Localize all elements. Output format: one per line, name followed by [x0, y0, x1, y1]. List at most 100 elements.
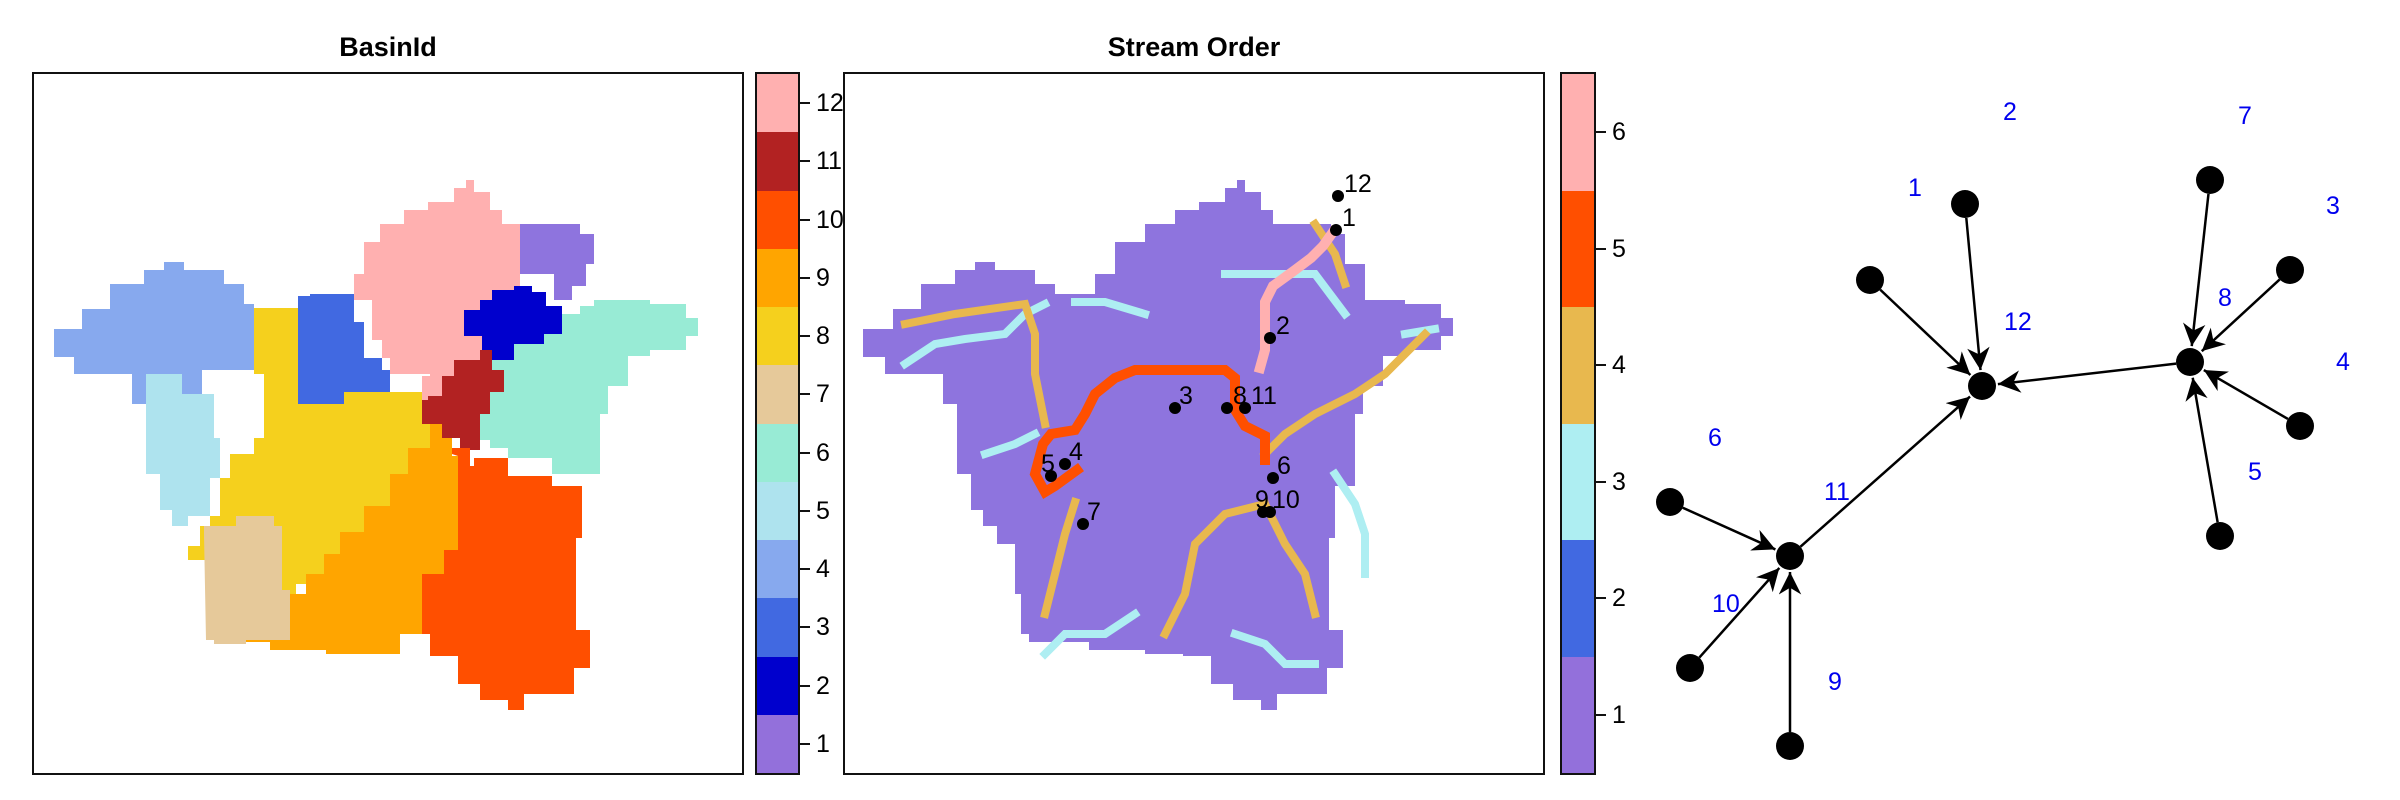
graph-node [1968, 372, 1996, 400]
basin-region-7 [520, 224, 594, 300]
stream-colorbar-tick [1596, 247, 1606, 250]
stream-colorbar-tick [1596, 597, 1606, 600]
basin-colorbar-swatch [757, 423, 798, 482]
outlet-point [1267, 472, 1279, 484]
basin-colorbar-label: 12 [816, 89, 844, 118]
stream-colorbar-tick [1596, 480, 1606, 483]
basin-colorbar-label: 7 [816, 380, 830, 409]
graph-edge [1682, 506, 1776, 551]
graph-node-label: 3 [2326, 192, 2340, 220]
graph-edge [2203, 368, 2289, 421]
graph-edge [1698, 567, 1781, 659]
graph-edge [1879, 288, 1972, 376]
stream-order-4 [1159, 499, 1270, 640]
basin-colorbar [755, 72, 800, 775]
stream-colorbar-swatch [1562, 423, 1594, 540]
outlet-label: 2 [1276, 312, 1290, 340]
basin-colorbar-label: 3 [816, 613, 830, 642]
stream-colorbar [1560, 72, 1596, 775]
basin-region-11 [422, 350, 504, 466]
stream-colorbar-label: 2 [1612, 584, 1626, 613]
basin-colorbar-label: 9 [816, 263, 830, 292]
outlet-label: 1 [1342, 204, 1356, 232]
basin-colorbar-tick [800, 393, 810, 396]
basin-region-2 [464, 286, 562, 370]
basin-colorbar-tick [800, 102, 810, 105]
stream-colorbar-tick [1596, 364, 1606, 367]
basin-colorbar-label: 5 [816, 496, 830, 525]
basin-colorbar-label: 11 [816, 147, 842, 176]
basin-region-12 [354, 180, 520, 418]
graph-node-label: 9 [1828, 668, 1842, 696]
outlet-point [1077, 518, 1089, 530]
stream-order-3 [1329, 468, 1369, 578]
stream-order-3 [1071, 298, 1150, 319]
basin-colorbar-swatch [757, 714, 798, 773]
outlet-label: 5 [1041, 450, 1055, 478]
graph-node [1776, 542, 1804, 570]
basin-colorbar-swatch [757, 481, 798, 540]
stream-colorbar-label: 4 [1612, 351, 1626, 380]
stream-colorbar-label: 6 [1612, 118, 1626, 147]
graph-edge [2200, 278, 2281, 353]
graph-node [2176, 348, 2204, 376]
basin-colorbar-tick [800, 276, 810, 279]
outlet-point [1045, 470, 1057, 482]
stream-network [899, 218, 1440, 668]
outlet-point [1221, 402, 1233, 414]
basin-colorbar-swatch [757, 539, 798, 599]
basin-colorbar-swatch [757, 73, 798, 133]
stream-colorbar-swatch [1562, 73, 1594, 191]
outlet-label: 4 [1069, 438, 1083, 466]
outlet-point [1332, 190, 1344, 202]
outlet-label: 10 [1272, 486, 1300, 514]
stream-order-6 [1253, 225, 1340, 375]
stream-order-4 [1259, 328, 1431, 460]
outlet-point [1239, 402, 1251, 414]
graph-node [2276, 256, 2304, 284]
outlet-point [1264, 332, 1276, 344]
graph-nodes [1656, 166, 2314, 760]
stream-colorbar-label: 3 [1612, 467, 1626, 496]
basin-colorbar-swatch [757, 306, 798, 366]
basin-colorbar-tick [800, 742, 810, 745]
graph-node-label: 2 [2003, 98, 2017, 126]
basin-colorbar-swatch [757, 656, 798, 715]
graph-node-label: 12 [2004, 308, 2032, 336]
stream-order-map: 12 1 2 3 8 11 5 4 6 9 10 7 [843, 72, 1545, 775]
basin-colorbar-tick [800, 568, 810, 571]
graph-edge [2183, 193, 2210, 347]
graph-node [2206, 522, 2234, 550]
graph-node [2286, 412, 2314, 440]
basin-region-4 [54, 262, 254, 434]
stream-colorbar-swatch [1562, 656, 1594, 773]
graph-edge [1997, 362, 2177, 393]
graph-node-label: 5 [2248, 458, 2262, 486]
basin-colorbar-swatch [757, 248, 798, 307]
stream-colorbar-swatch [1562, 539, 1594, 657]
graph-node [1856, 266, 1884, 294]
graph-node-label: 6 [1708, 424, 1722, 452]
graph-node-label: 7 [2238, 102, 2252, 130]
outlet-label: 6 [1277, 452, 1291, 480]
basin-colorbar-tick [800, 684, 810, 687]
basin-map-canvas [54, 180, 698, 710]
basin-colorbar-label: 6 [816, 438, 830, 467]
basin-region-5 [146, 374, 220, 526]
graph-node-label: 10 [1712, 590, 1740, 618]
outlet-label: 11 [1251, 382, 1277, 410]
stream-order-4 [900, 299, 1050, 429]
graph-node [1656, 488, 1684, 516]
stream-order-3 [1039, 608, 1141, 660]
graph-node [1676, 654, 1704, 682]
outlet-point [1169, 402, 1181, 414]
stream-colorbar-swatch [1562, 306, 1594, 424]
basin-region-10 [422, 448, 590, 710]
stream-order-4 [1309, 218, 1351, 290]
outlet-label: 7 [1087, 498, 1101, 526]
graph-edges [1682, 193, 2289, 732]
stream-basin-background [863, 180, 1453, 710]
